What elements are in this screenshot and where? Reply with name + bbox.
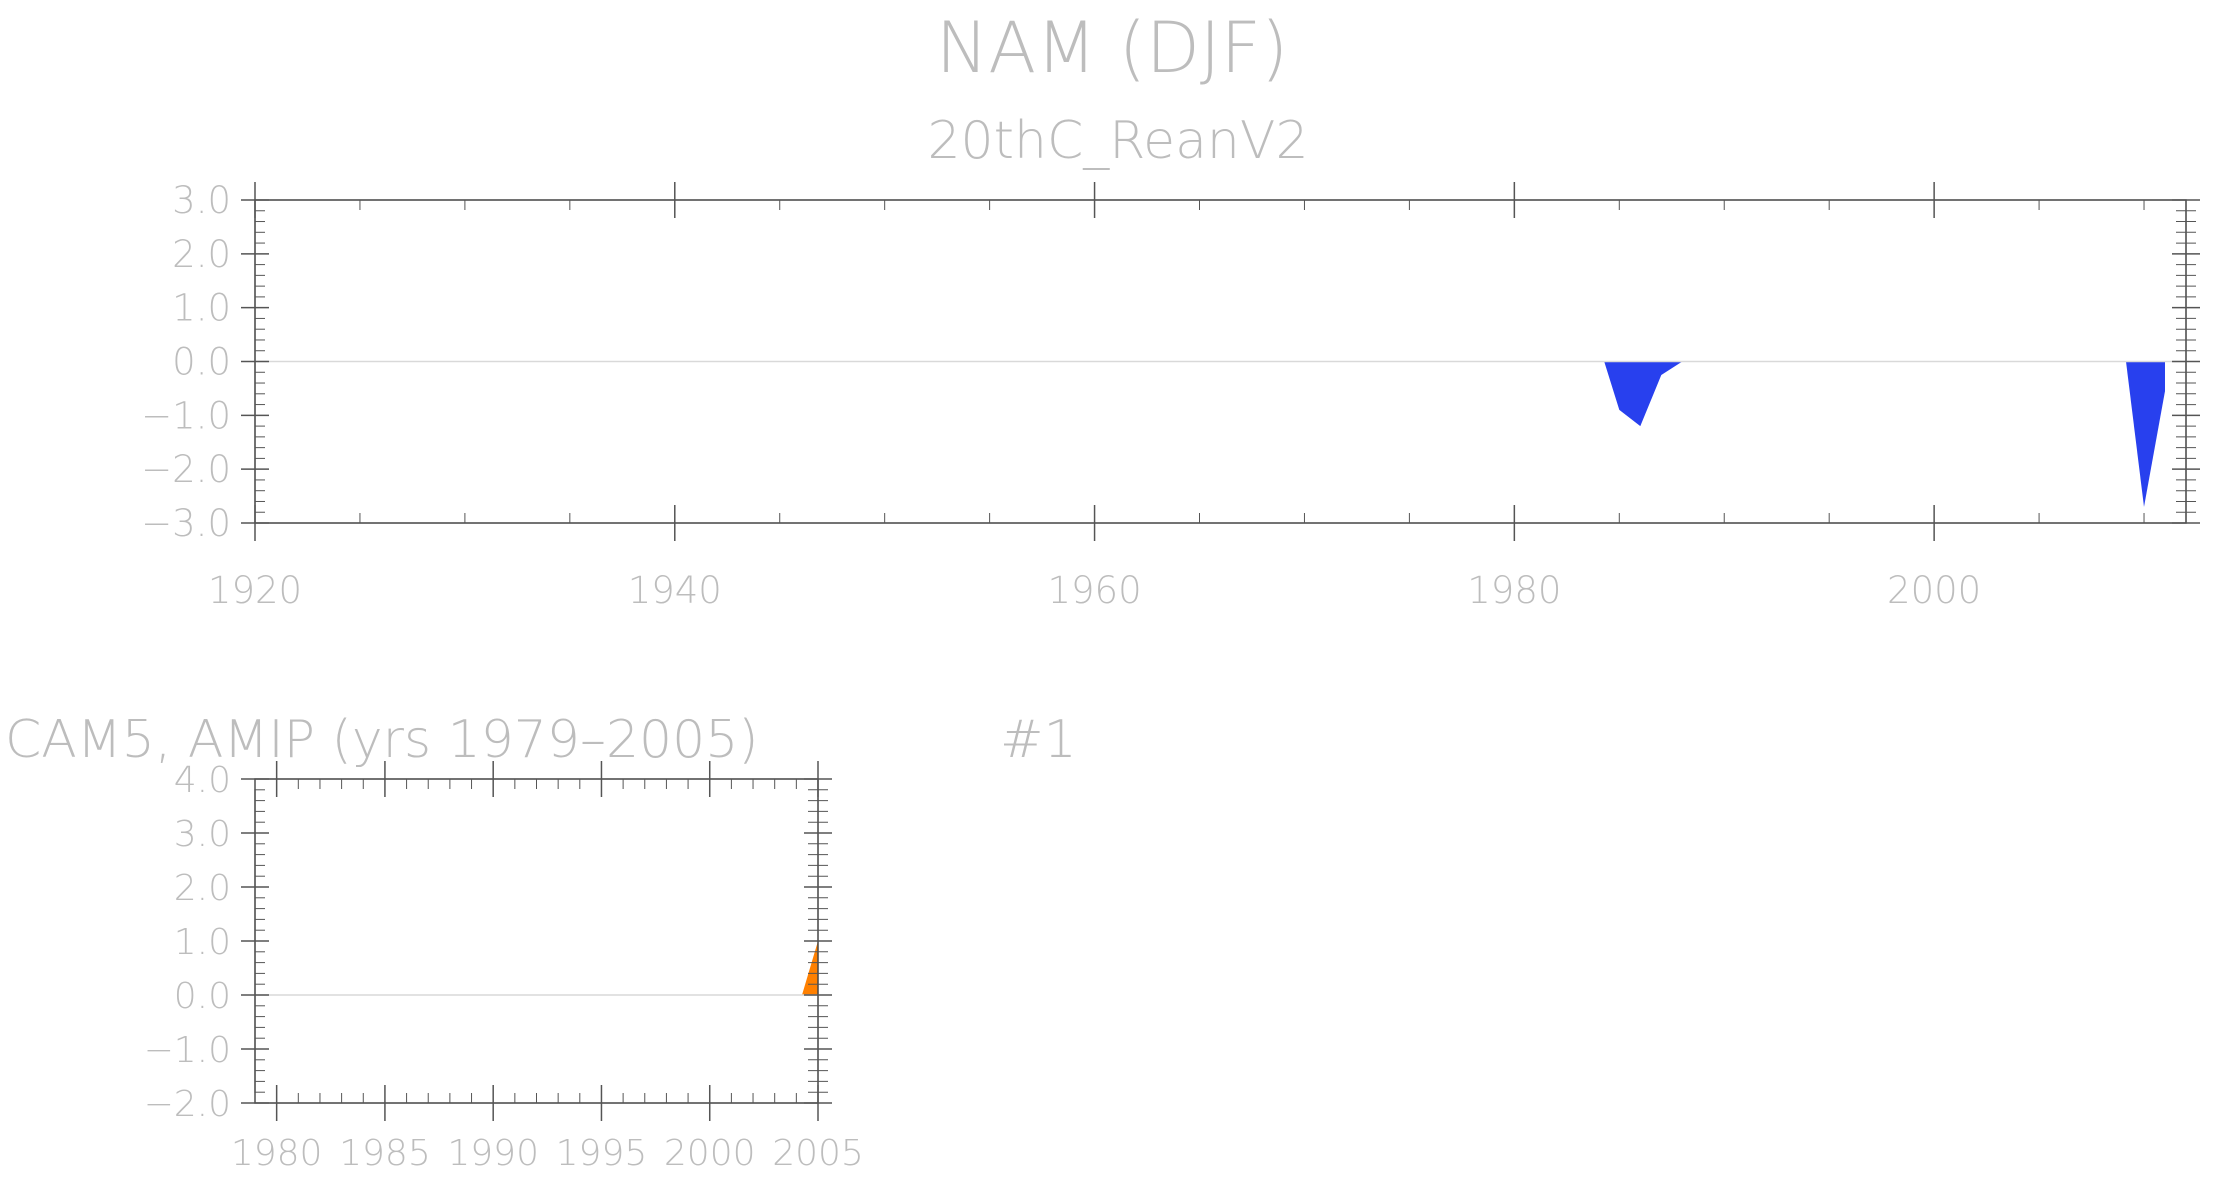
x-tick-label: 1960	[1047, 569, 1141, 612]
x-tick-label: 1985	[339, 1133, 431, 1174]
y-tick-label: 3.0	[174, 814, 231, 855]
y-tick-label: 0.0	[174, 976, 231, 1017]
y-tick-label: 4.0	[174, 760, 231, 801]
y-tick-label: 2.0	[172, 233, 231, 276]
x-tick-label: 2000	[1887, 569, 1981, 612]
chart-subtitle: 20thC_ReanV2	[927, 111, 1308, 171]
plot-frame	[254, 778, 819, 1104]
y-tick-label: −1.0	[141, 394, 231, 437]
x-tick-label: 1990	[447, 1133, 539, 1174]
y-tick-label: 0.0	[172, 341, 231, 384]
ensemble-member-label: #1	[1000, 710, 1077, 770]
x-tick-label: 1995	[556, 1133, 648, 1174]
y-tick-label: −2.0	[141, 448, 231, 491]
chart-title: NAM (DJF)	[936, 7, 1288, 89]
y-tick-label: 2.0	[174, 868, 231, 909]
x-tick-label: 2005	[772, 1133, 864, 1174]
x-tick-label: 1920	[208, 569, 302, 612]
positive-anomaly-area	[802, 941, 818, 995]
reanalysis-nam-chart: −3.0 −2.0 −1.0 0.0 1.0 2.0 3.0 1920 1940 1960 1980…	[141, 179, 2200, 612]
model-panel-title: CAM5, AMIP (yrs 1979–2005)	[5, 710, 759, 770]
y-tick-label: −3.0	[141, 502, 231, 545]
y-tick-label: 3.0	[172, 179, 231, 222]
x-tick-label: 1980	[231, 1133, 323, 1174]
x-tick-label: 1980	[1467, 569, 1561, 612]
x-tick-label: 2000	[664, 1133, 756, 1174]
negative-anomaly-area	[1604, 361, 1683, 427]
y-tick-label: 1.0	[174, 922, 231, 963]
y-tick-label: −1.0	[144, 1030, 231, 1071]
x-tick-label: 1940	[628, 569, 722, 612]
negative-anomaly-area	[2126, 361, 2165, 507]
model-nam-chart: −2.0 −1.0 0.0 1.0 2.0 3.0 4.0 1980 1985 1990 1995 2…	[144, 760, 864, 1174]
y-tick-label: 1.0	[172, 287, 231, 330]
y-tick-label: −2.0	[144, 1084, 231, 1125]
